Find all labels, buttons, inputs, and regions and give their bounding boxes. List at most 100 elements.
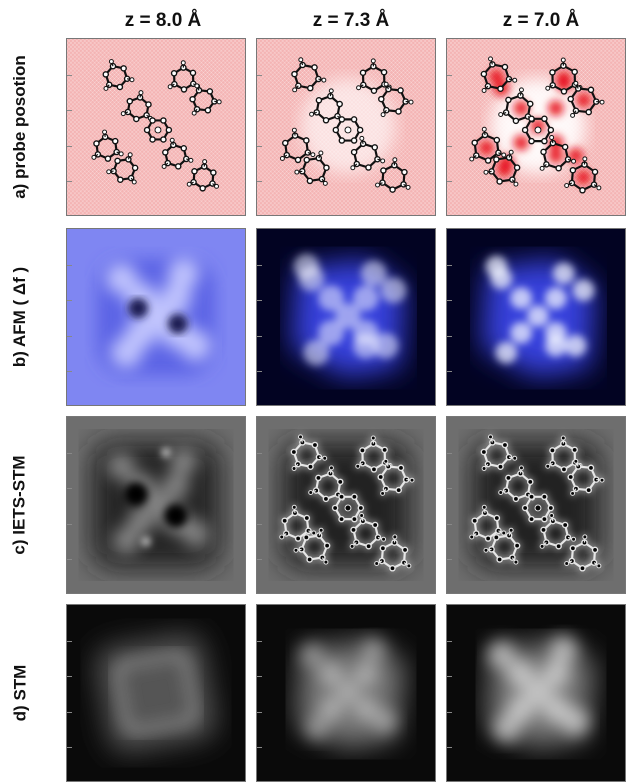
axis-tick — [257, 146, 262, 147]
molecule-atom — [338, 479, 343, 484]
molecule-atom — [556, 544, 561, 549]
molecule-hydrogen — [597, 186, 601, 190]
molecule-hydrogen — [119, 152, 123, 156]
image-blob — [489, 69, 505, 85]
molecule-atom — [181, 87, 186, 92]
molecule-hydrogen — [470, 157, 474, 161]
panel-image — [257, 605, 435, 781]
molecule-hydrogen — [371, 436, 375, 440]
molecule-hydrogen — [519, 466, 523, 470]
molecule-atom — [572, 447, 577, 452]
molecule-atom — [190, 70, 195, 75]
molecule-hydrogen — [203, 160, 207, 164]
image-blob — [542, 660, 570, 688]
molecule-atom — [316, 156, 321, 161]
molecule-atom — [494, 535, 499, 540]
molecule-hydrogen — [583, 157, 587, 161]
column-title-z-7-3: z = 7.3 Å — [256, 6, 446, 36]
molecule-hydrogen — [484, 548, 488, 552]
molecule-hydrogen — [393, 535, 397, 539]
molecule-atom — [308, 86, 313, 91]
image-blob — [319, 697, 343, 721]
image-blob — [545, 287, 567, 309]
molecule-atom — [312, 65, 317, 70]
axis-tick — [447, 524, 452, 525]
molecule-atom — [481, 449, 486, 454]
molecule-atom — [561, 89, 566, 94]
molecule-atom — [542, 116, 547, 121]
axis-tick — [67, 641, 72, 642]
molecule-center — [155, 127, 161, 133]
molecule-atom — [515, 543, 520, 548]
molecule-atom — [150, 118, 155, 123]
molecule-atom — [351, 527, 356, 532]
molecule-atom — [358, 127, 363, 132]
molecule-hydrogen — [550, 136, 554, 140]
molecule-hydrogen — [519, 88, 523, 92]
molecule-atom — [118, 177, 123, 182]
axis-tick — [67, 110, 72, 111]
image-blob — [162, 472, 190, 500]
molecule-atom — [190, 97, 195, 102]
molecule-atom — [398, 88, 403, 93]
panel-iets-col2 — [256, 416, 436, 594]
molecule-atom — [570, 168, 575, 173]
molecule-hydrogen — [350, 544, 354, 548]
image-blob — [507, 695, 535, 723]
molecule-atom — [486, 158, 491, 163]
molecule-atom — [502, 64, 507, 69]
panel-stm-col3 — [446, 604, 626, 782]
molecule-atom — [292, 72, 297, 77]
panel-probe-col1 — [66, 38, 246, 216]
axis-tick — [67, 146, 72, 147]
molecule-atom — [305, 150, 310, 155]
molecule-hydrogen — [546, 86, 550, 90]
molecule-center — [535, 127, 541, 133]
panel-stm-col2 — [256, 604, 436, 782]
molecule-hydrogen — [280, 535, 284, 539]
molecule-atom — [339, 138, 344, 143]
molecule-atom — [360, 448, 365, 453]
panel-iets-col1 — [66, 416, 246, 594]
axis-tick — [257, 371, 262, 372]
image-blob — [573, 279, 595, 301]
molecule-hydrogen — [217, 100, 221, 104]
molecule-hydrogen — [121, 112, 125, 116]
molecule-atom — [528, 479, 533, 484]
panel-image — [447, 605, 625, 781]
molecule-hydrogen — [574, 81, 578, 85]
molecule-hydrogen — [540, 166, 544, 170]
molecule-atom — [507, 533, 512, 538]
molecule-hydrogen — [292, 467, 296, 471]
molecule-hydrogen — [572, 159, 576, 163]
axis-tick — [257, 524, 262, 525]
molecule-atom — [352, 494, 357, 499]
molecule-atom — [402, 170, 407, 175]
molecule-atom — [529, 116, 534, 121]
panel-image — [67, 605, 245, 781]
axis-tick — [257, 265, 262, 266]
axis-tick — [447, 75, 452, 76]
image-blob — [507, 660, 535, 688]
molecule-hydrogen — [489, 57, 493, 61]
molecule-atom — [372, 145, 377, 150]
molecule-atom — [339, 494, 344, 499]
image-blob — [545, 335, 567, 357]
axis-tick — [447, 300, 452, 301]
molecule-atom — [133, 165, 138, 170]
molecule-atom — [588, 87, 593, 92]
molecule-hydrogen — [329, 466, 333, 470]
molecule-hydrogen — [292, 505, 296, 509]
molecule-atom — [504, 488, 509, 493]
molecule-hydrogen — [513, 78, 517, 82]
image-blob — [304, 717, 328, 741]
molecule-atom — [396, 487, 401, 492]
image-blob — [510, 287, 532, 309]
molecule-atom — [176, 164, 181, 169]
molecule-atom — [497, 557, 502, 562]
molecule-atom — [94, 141, 99, 146]
molecule-hydrogen — [215, 184, 219, 188]
molecule-atom — [529, 517, 534, 522]
molecule-atom — [352, 117, 357, 122]
molecule-atom — [523, 505, 528, 510]
